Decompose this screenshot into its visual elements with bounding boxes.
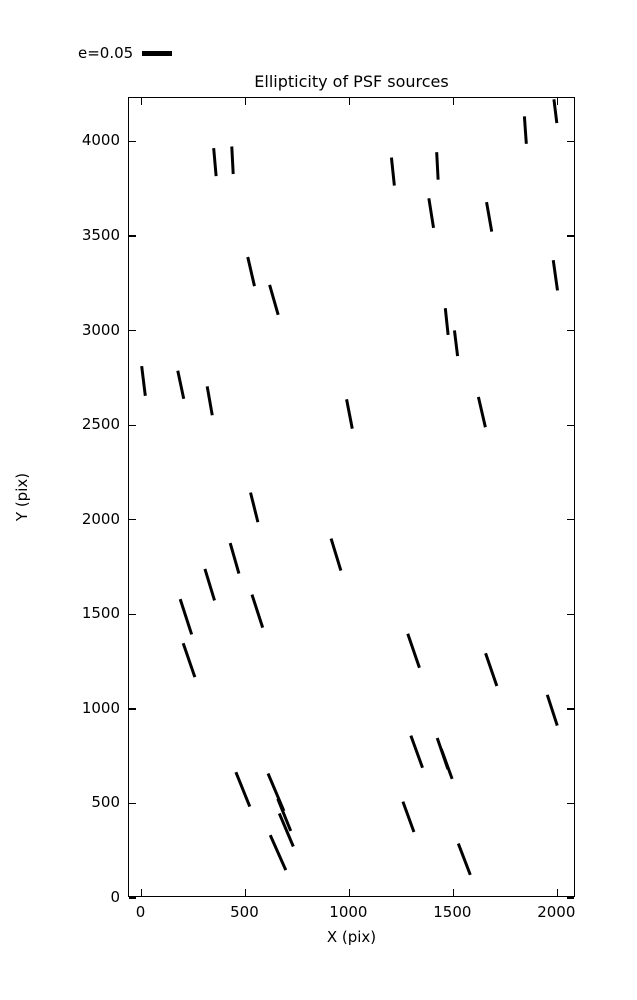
y-tick-label: 3500 <box>81 226 120 245</box>
psf-whisker <box>268 834 288 871</box>
y-tick-label: 2500 <box>81 415 120 434</box>
psf-whisker <box>345 399 354 429</box>
y-tick-mark <box>129 140 136 143</box>
reference-whisker-bar-icon <box>142 51 173 56</box>
x-tick-mark <box>452 889 454 896</box>
psf-whisker <box>406 633 421 669</box>
y-tick-mark <box>129 708 136 710</box>
psf-whisker <box>443 308 450 336</box>
x-tick-mark <box>244 98 247 105</box>
psf-whisker <box>228 542 241 574</box>
x-tick-mark <box>140 889 143 896</box>
y-tick-mark <box>129 519 136 521</box>
psf-whisker <box>485 201 494 232</box>
psf-whisker <box>212 148 218 177</box>
y-tick-label: 500 <box>91 793 120 812</box>
psf-whisker <box>456 843 472 876</box>
psf-whisker <box>435 152 440 180</box>
x-tick-label: 1000 <box>329 903 368 921</box>
y-tick-mark <box>129 897 136 899</box>
psf-whisker <box>277 812 295 848</box>
y-tick-mark <box>129 802 136 805</box>
plot-area <box>128 97 575 899</box>
x-tick-mark <box>140 98 143 105</box>
psf-whisker <box>476 396 487 428</box>
psf-whisker <box>140 365 147 397</box>
psf-whisker <box>551 260 559 291</box>
y-tick-label: 4000 <box>81 131 120 150</box>
y-tick-mark <box>567 519 574 521</box>
psf-whisker <box>250 594 265 629</box>
y-tick-mark <box>567 329 574 332</box>
y-tick-mark <box>567 897 574 899</box>
y-tick-mark <box>129 424 136 426</box>
y-tick-mark <box>129 329 136 332</box>
x-tick-mark <box>348 98 351 105</box>
whisker-layer <box>140 99 559 876</box>
y-tick-mark <box>567 613 574 615</box>
psf-whisker <box>178 598 194 635</box>
psf-whisker <box>176 370 186 400</box>
psf-whisker <box>234 771 252 808</box>
psf-whisker <box>439 748 454 780</box>
y-tick-mark <box>129 613 136 615</box>
psf-whisker <box>484 652 499 687</box>
x-tick-mark <box>348 889 351 896</box>
psf-whisker <box>276 798 293 832</box>
x-tick-label: 1500 <box>433 903 472 921</box>
psf-whisker <box>409 735 424 769</box>
y-tick-label: 1500 <box>81 604 120 623</box>
y-tick-mark <box>567 140 574 143</box>
psf-whisker <box>205 386 214 416</box>
y-axis-title: Y (pix) <box>13 472 31 522</box>
psf-whisker <box>427 198 435 229</box>
y-tick-label: 2000 <box>81 509 120 528</box>
y-tick-mark <box>567 424 574 426</box>
x-axis-title: X (pix) <box>326 928 377 946</box>
psf-whisker <box>452 330 460 357</box>
psf-whisker <box>522 116 528 144</box>
psf-whisker <box>181 642 197 678</box>
psf-whisker <box>389 157 396 186</box>
y-tick-mark <box>567 235 574 237</box>
psf-whisker <box>552 99 559 124</box>
legend: e=0.05 <box>78 44 173 62</box>
y-tick-label: 0 <box>110 888 120 906</box>
psf-whisker <box>401 801 416 833</box>
x-tick-mark <box>244 889 247 896</box>
y-tick-label: 1000 <box>81 698 120 717</box>
x-tick-mark <box>452 98 454 105</box>
y-tick-label: 3000 <box>81 320 120 339</box>
y-tick-mark <box>129 235 136 237</box>
y-tick-mark <box>567 802 574 805</box>
x-tick-mark <box>556 889 558 896</box>
page-title: Ellipticity of PSF sources <box>254 72 449 91</box>
y-tick-mark <box>567 708 574 710</box>
psf-whisker <box>329 538 343 572</box>
x-tick-label: 500 <box>230 903 259 921</box>
x-tick-mark <box>556 98 558 105</box>
psf-whisker <box>246 256 256 287</box>
psf-whisker <box>249 492 260 523</box>
legend-label: e=0.05 <box>78 44 134 62</box>
psf-whisker <box>203 568 216 601</box>
x-tick-label: 0 <box>135 903 146 921</box>
x-tick-label: 2000 <box>537 903 576 921</box>
psf-whisker <box>230 146 235 175</box>
psf-whisker <box>545 694 559 727</box>
psf-whisker <box>268 284 280 316</box>
